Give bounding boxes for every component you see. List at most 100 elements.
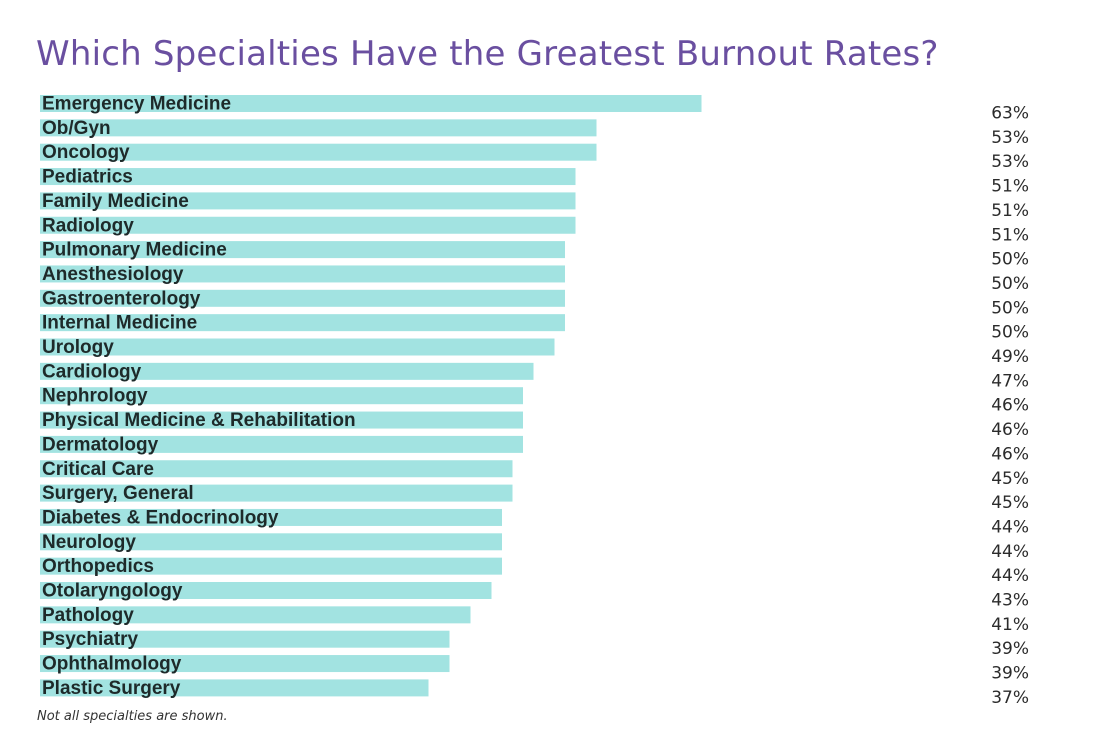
bar-row: Anesthesiology 50% xyxy=(40,264,1029,294)
bar xyxy=(40,484,513,502)
bar xyxy=(40,508,502,526)
category-label: Emergency Medicine xyxy=(42,94,231,115)
bar-row: Diabetes & Endocrinology 44% xyxy=(40,507,1029,537)
bar xyxy=(40,265,565,283)
bar-row: Nephrology 46% xyxy=(40,386,1029,416)
value-label: 44% xyxy=(991,517,1029,537)
value-label: 49% xyxy=(991,347,1029,367)
value-label: 41% xyxy=(991,615,1029,635)
bar xyxy=(40,338,555,356)
value-label: 47% xyxy=(991,371,1029,391)
bar xyxy=(40,241,565,259)
category-label: Urology xyxy=(42,337,114,358)
category-label: Ob/Gyn xyxy=(42,118,111,139)
bar-row: Psychiatry 39% xyxy=(40,629,1029,659)
bar xyxy=(40,582,492,599)
value-label: 37% xyxy=(991,688,1029,708)
category-label: Cardiology xyxy=(42,361,142,382)
value-label: 44% xyxy=(991,542,1029,562)
category-label: Diabetes & Endocrinology xyxy=(42,507,279,528)
category-label: Oncology xyxy=(42,142,130,163)
bar-row: Otolaryngology 43% xyxy=(40,581,1029,611)
bar-row: Critical Care 45% xyxy=(40,459,1029,489)
category-label: Internal Medicine xyxy=(42,313,197,334)
bar-row: Pulmonary Medicine 50% xyxy=(40,240,1029,270)
bar xyxy=(40,387,523,405)
bar xyxy=(40,192,576,210)
bar xyxy=(40,289,565,307)
bar-row: Cardiology 47% xyxy=(40,361,1029,391)
bar xyxy=(40,655,450,673)
bar-row: Surgery, General 45% xyxy=(40,483,1029,513)
value-label: 51% xyxy=(991,201,1029,221)
bar-row: Radiology 51% xyxy=(40,215,1029,245)
bar-row: Ophthalmology 39% xyxy=(40,654,1029,684)
category-label: Ophthalmology xyxy=(42,654,182,675)
bar xyxy=(40,606,471,624)
bar-row: Orthopedics 44% xyxy=(40,556,1029,586)
value-label: 50% xyxy=(991,250,1029,270)
bar xyxy=(40,95,702,112)
bar-row: Family Medicine 51% xyxy=(40,191,1029,221)
footnote: Not all specialties are shown. xyxy=(37,709,228,724)
bar-row: Oncology 53% xyxy=(40,142,1029,172)
bar xyxy=(40,411,523,429)
bar-row: Physical Medicine & Rehabilitation 46% xyxy=(40,410,1029,440)
bar xyxy=(40,168,576,186)
category-label: Radiology xyxy=(42,215,134,236)
category-label: Pulmonary Medicine xyxy=(42,240,227,261)
value-label: 46% xyxy=(991,420,1029,440)
category-label: Otolaryngology xyxy=(42,581,183,602)
bar xyxy=(40,119,597,137)
value-label: 43% xyxy=(991,591,1029,611)
bar-row: Internal Medicine 50% xyxy=(40,313,1029,343)
category-label: Dermatology xyxy=(42,434,159,455)
value-label: 50% xyxy=(991,298,1029,318)
value-label: 39% xyxy=(991,639,1029,659)
category-label: Critical Care xyxy=(42,459,154,480)
category-label: Surgery, General xyxy=(42,483,194,504)
bar xyxy=(40,362,534,380)
bar xyxy=(40,435,523,453)
bar xyxy=(40,143,597,161)
value-label: 39% xyxy=(991,664,1029,684)
bar-row: Gastroenterology 50% xyxy=(40,288,1029,318)
category-label: Psychiatry xyxy=(42,629,139,650)
category-label: Pathology xyxy=(42,605,134,626)
bar xyxy=(40,314,565,332)
bar xyxy=(40,216,576,234)
category-label: Nephrology xyxy=(42,386,148,407)
category-label: Physical Medicine & Rehabilitation xyxy=(42,410,356,431)
value-label: 51% xyxy=(991,177,1029,197)
bar xyxy=(40,460,513,478)
category-label: Anesthesiology xyxy=(42,264,184,285)
category-label: Plastic Surgery xyxy=(42,678,181,699)
value-label: 50% xyxy=(991,274,1029,294)
bar xyxy=(40,533,502,551)
value-label: 51% xyxy=(991,225,1029,245)
bar xyxy=(40,630,450,648)
value-label: 46% xyxy=(991,444,1029,464)
bar-row: Urology 49% xyxy=(40,337,1029,367)
chart-title: Which Specialties Have the Greatest Burn… xyxy=(36,34,939,74)
value-label: 46% xyxy=(991,396,1029,416)
category-label: Family Medicine xyxy=(42,191,189,212)
bar-row: Ob/Gyn 53% xyxy=(40,118,1029,148)
value-label: 63% xyxy=(991,104,1029,124)
bar-row: Pediatrics 51% xyxy=(40,167,1029,197)
category-label: Gastroenterology xyxy=(42,288,201,309)
value-label: 50% xyxy=(991,323,1029,343)
bar-row: Plastic Surgery 37% xyxy=(40,678,1029,708)
bar-row: Dermatology 46% xyxy=(40,434,1029,464)
bar-row: Emergency Medicine 63% xyxy=(40,94,1029,124)
value-label: 45% xyxy=(991,469,1029,489)
value-label: 53% xyxy=(991,152,1029,172)
value-label: 53% xyxy=(991,128,1029,148)
category-label: Neurology xyxy=(42,532,136,553)
bar xyxy=(40,679,429,697)
bar-row: Neurology 44% xyxy=(40,532,1029,562)
value-label: 44% xyxy=(991,566,1029,586)
value-label: 45% xyxy=(991,493,1029,513)
bar xyxy=(40,557,502,575)
